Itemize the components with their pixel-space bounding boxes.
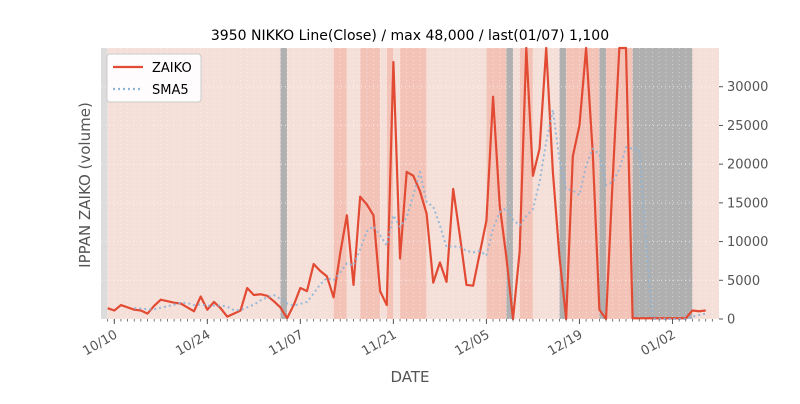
- x-tick-label: 11/07: [266, 327, 306, 359]
- y-axis-label: IPPAN ZAIKO (volume): [76, 102, 94, 268]
- y-tick-label: 25000: [727, 119, 768, 134]
- x-tick-label: 12/19: [546, 327, 586, 359]
- x-tick-label: 11/21: [359, 327, 399, 359]
- x-tick-label: 12/05: [452, 327, 492, 359]
- background-band: [360, 48, 380, 319]
- background-band: [280, 48, 287, 319]
- x-tick-label: 10/24: [173, 327, 213, 359]
- legend: ZAIKO SMA5: [107, 54, 201, 102]
- y-tick-label: 20000: [727, 158, 768, 173]
- x-axis-label: DATE: [390, 368, 429, 386]
- y-tick-label: 10000: [727, 235, 768, 250]
- background-band: [633, 48, 693, 319]
- y-tick-label: 0: [727, 313, 735, 328]
- chart-title: 3950 NIKKO Line(Close) / max 48,000 / la…: [211, 28, 609, 44]
- background-band: [380, 48, 387, 319]
- x-tick-label: 01/02: [639, 327, 679, 359]
- y-tick-label: 15000: [727, 196, 768, 211]
- y-tick-label: 30000: [727, 80, 768, 95]
- x-tick-label: 10/10: [80, 327, 120, 359]
- legend-label-sma5: SMA5: [152, 83, 189, 98]
- background-band: [599, 48, 606, 319]
- y-tick-label: 5000: [727, 274, 760, 289]
- legend-label-zaiko: ZAIKO: [152, 61, 192, 76]
